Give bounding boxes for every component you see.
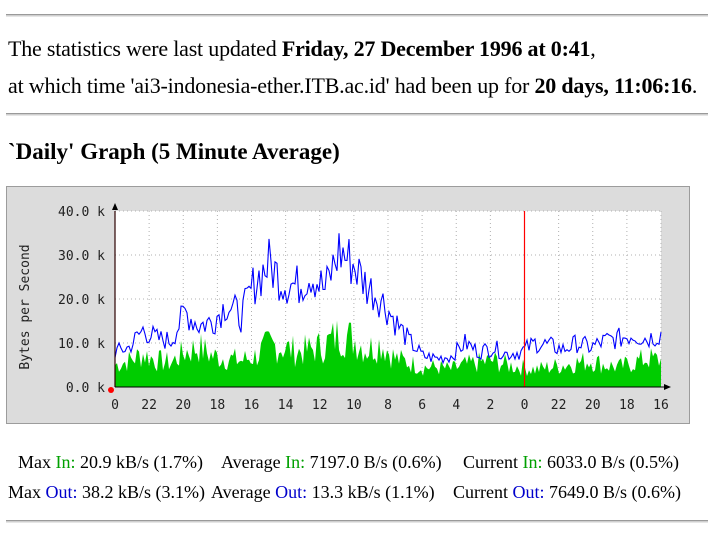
update-timestamp: Friday, 27 December 1996 at 0:41 (281, 36, 591, 61)
uptime-line: at which time 'ai3-indonesia-ether.ITB.a… (8, 73, 697, 99)
stat-out-label: Out: (512, 482, 545, 502)
x-tick-label: 18 (210, 398, 226, 413)
x-tick-label: 0 (111, 398, 119, 413)
x-tick-label: 22 (141, 398, 157, 413)
stat-average-label: Average (221, 452, 281, 472)
update-prefix: The statistics were last updated (8, 36, 277, 61)
uptime-prefix: at which time (8, 73, 126, 98)
stat-out-current: Current Out: 7649.0 B/s (0.6%) (453, 482, 681, 503)
stat-in-label: In: (285, 452, 306, 472)
stat-in-label: In: (522, 452, 543, 472)
y-tick-label: 0.0 k (66, 381, 105, 396)
graph-panel: 0.0 k 10.0 k 20.0 k 30.0 k 40.0 k 0 22 20 18 16 14… (6, 186, 690, 424)
stat-in-max: Max In: 20.9 kB/s (1.7%) (18, 452, 203, 473)
stat-current-label: Current (463, 452, 518, 472)
stat-out-max: Max Out: 38.2 kB/s (3.1%) (8, 482, 205, 503)
stat-in-average-value: 7197.0 B/s (0.6%) (309, 452, 442, 472)
stat-out-average-value: 13.3 kB/s (1.1%) (311, 482, 435, 502)
stat-out-label: Out: (45, 482, 78, 502)
update-suffix: , (590, 36, 596, 61)
y-tick-label: 40.0 k (58, 205, 105, 220)
bottom-rule (6, 520, 708, 523)
stat-in-max-value: 20.9 kB/s (1.7%) (80, 452, 203, 472)
uptime-mid: had been up for (394, 73, 530, 98)
y-tick-label: 30.0 k (58, 249, 105, 264)
stat-average-label: Average (211, 482, 271, 502)
x-tick-label: 20 (585, 398, 601, 413)
graph-title: `Daily' Graph (5 Minute Average) (8, 139, 340, 164)
stat-in-current-value: 6033.0 B/s (0.5%) (546, 452, 679, 472)
x-tick-label: 8 (384, 398, 392, 413)
x-tick-label: 2 (486, 398, 494, 413)
stat-in-average: Average In: 7197.0 B/s (0.6%) (221, 452, 442, 473)
stat-in-current: Current In: 6033.0 B/s (0.5%) (463, 452, 679, 473)
x-tick-label: 14 (278, 398, 294, 413)
stat-out-max-value: 38.2 kB/s (3.1%) (82, 482, 206, 502)
middle-rule (6, 113, 708, 116)
traffic-chart: 0.0 k10.0 k20.0 k30.0 k40.0 k0 22 20 18 16 14… (18, 203, 671, 413)
x-axis-arrow (664, 384, 671, 390)
x-tick-label: 22 (551, 398, 567, 413)
host-name: 'ai3-indonesia-ether.ITB.ac.id' (130, 73, 390, 98)
x-tick-label: 12 (312, 398, 328, 413)
x-tick-label: 16 (653, 398, 669, 413)
x-tick-label: 10 (346, 398, 362, 413)
stat-out-current-value: 7649.0 B/s (0.6%) (549, 482, 681, 502)
y-tick-label: 10.0 k (58, 337, 105, 352)
top-rule (6, 14, 708, 17)
x-tick-label: 0 (521, 398, 529, 413)
x-tick-label: 20 (175, 398, 191, 413)
stat-out-label: Out: (275, 482, 308, 502)
stat-out-average: Average Out: 13.3 kB/s (1.1%) (211, 482, 435, 503)
uptime-suffix: . (691, 73, 698, 98)
stat-current-label: Current (453, 482, 508, 502)
x-tick-label: 16 (244, 398, 260, 413)
origin-dot (108, 387, 114, 393)
stat-in-label: In: (55, 452, 76, 472)
x-tick-label: 18 (619, 398, 635, 413)
stat-max-label: Max (8, 482, 41, 502)
uptime-value: 20 days, 11:06:16 (534, 73, 692, 98)
update-line: The statistics were last updated Friday,… (8, 36, 596, 62)
stat-max-label: Max (18, 452, 51, 472)
x-tick-label: 6 (418, 398, 426, 413)
y-axis-arrow (112, 203, 118, 210)
series-out-line (114, 233, 662, 365)
x-tick-label: 4 (452, 398, 460, 413)
y-tick-label: 20.0 k (58, 293, 105, 308)
y-axis-label: Bytes per Second (18, 244, 33, 369)
